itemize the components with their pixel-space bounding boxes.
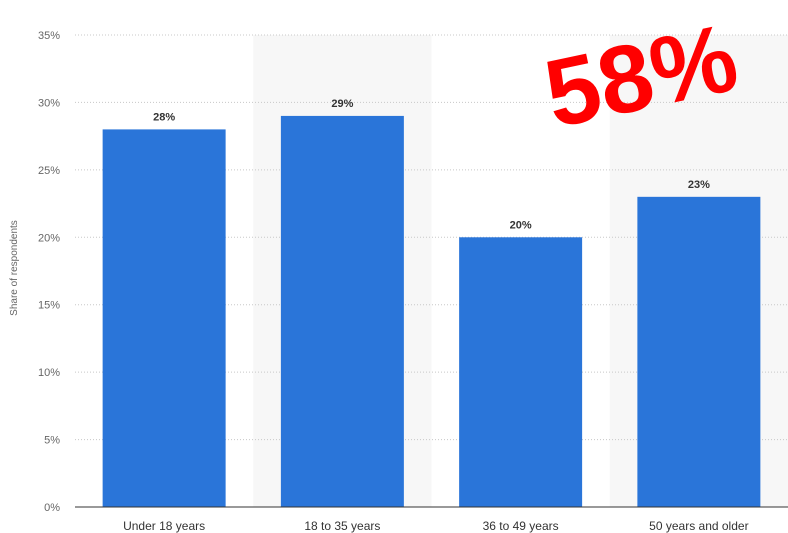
data-label: 28% xyxy=(153,111,175,123)
data-label: 23% xyxy=(688,179,710,191)
bar xyxy=(637,196,761,508)
data-label: 29% xyxy=(331,98,353,110)
bar xyxy=(280,115,404,508)
y-tick-label: 25% xyxy=(38,165,60,177)
bar xyxy=(102,129,226,507)
x-tick-label: 18 to 35 years xyxy=(304,519,380,533)
y-tick-label: 5% xyxy=(44,435,60,447)
x-axis-ticks: Under 18 years 18 to 35 years 36 to 49 yea… xyxy=(123,519,748,533)
y-tick-label: 0% xyxy=(44,502,60,514)
y-tick-label: 10% xyxy=(38,367,60,379)
x-tick-label: Under 18 years xyxy=(123,519,205,533)
y-tick-label: 20% xyxy=(38,232,60,244)
y-tick-label: 15% xyxy=(38,300,60,312)
bar xyxy=(459,237,583,508)
x-tick-label: 36 to 49 years xyxy=(483,519,559,533)
data-label: 20% xyxy=(510,219,532,231)
data-labels: 28% 29% 20% 23% xyxy=(153,98,710,231)
y-tick-label: 30% xyxy=(38,97,60,109)
x-tick-label: 50 years and older xyxy=(649,519,748,533)
y-axis-ticks: 0% 5% 10% 15% 20% 25% 30% 35% xyxy=(38,30,60,514)
y-axis-label: Share of respondents xyxy=(9,220,20,316)
y-tick-label: 35% xyxy=(38,30,60,42)
bars xyxy=(102,115,761,508)
